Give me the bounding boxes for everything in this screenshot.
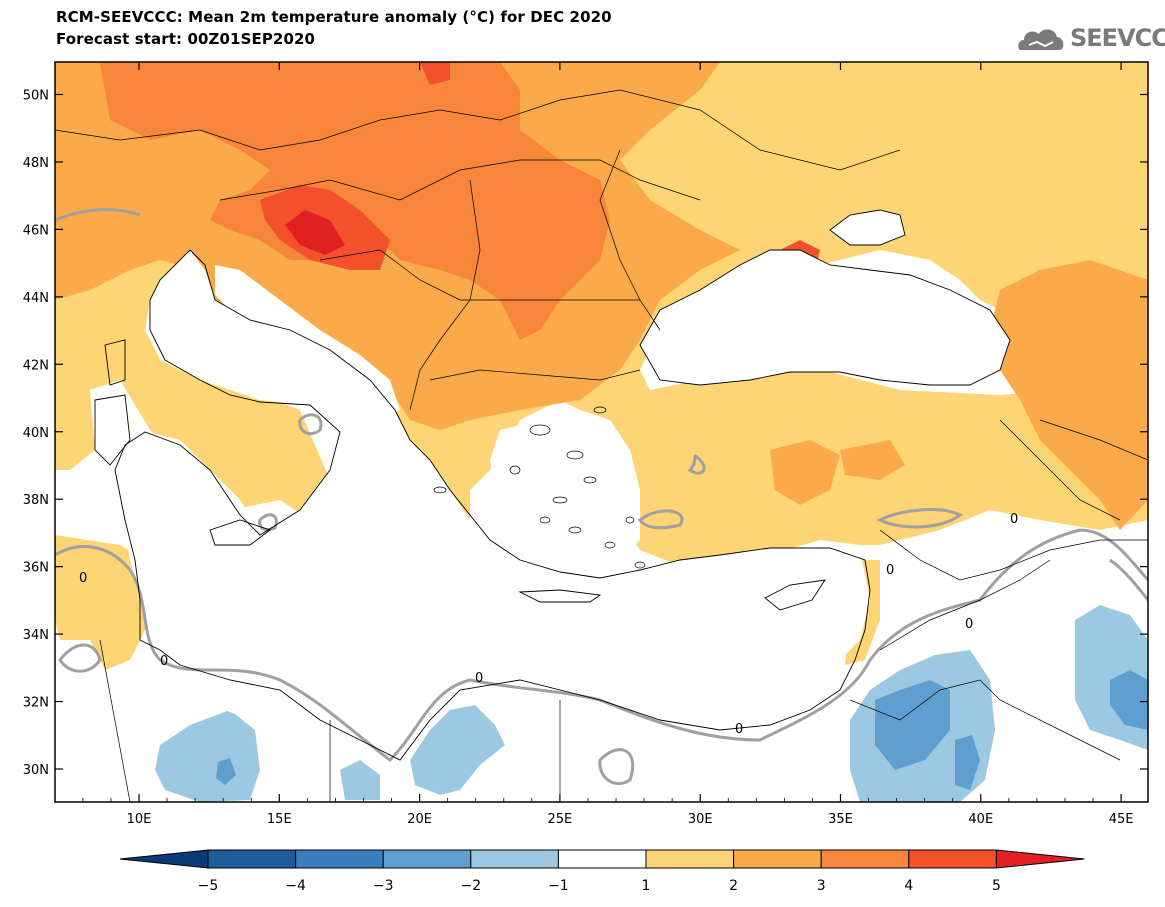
map-title: RCM-SEEVCCC: Mean 2m temperature anomaly…	[56, 8, 612, 26]
colorbar-label: −5	[198, 878, 219, 894]
anomaly-region-m1-m2-libya	[155, 710, 260, 802]
forecast-start-label: Forecast start: 00Z01SEP2020	[56, 30, 316, 48]
colorbar-label: 3	[817, 878, 826, 894]
lat-label: 34N	[23, 628, 49, 643]
anomaly-region-2-3-east	[990, 260, 1148, 530]
anomaly-region-5plus	[285, 210, 345, 255]
anomaly-region-m2-m3-arabia	[875, 680, 950, 770]
lon-label: 15E	[267, 812, 292, 827]
svg-text:0: 0	[886, 563, 894, 578]
colorbar-label: 2	[729, 878, 738, 894]
lat-label: 48N	[23, 156, 49, 171]
colorbar-segment	[119, 849, 209, 869]
lon-label: 45E	[1109, 812, 1134, 827]
lat-label: 38N	[23, 493, 49, 508]
lon-label: 20E	[407, 812, 432, 827]
colorbar-segment	[908, 849, 997, 869]
colorbar-segment	[820, 849, 910, 869]
lat-label: 42N	[23, 358, 49, 373]
colorbar-label: −4	[285, 878, 306, 894]
colorbar-segment	[995, 849, 1085, 869]
anomaly-region-m1-m2-egypt	[410, 705, 505, 795]
anomaly-region-2-3-anatolia	[770, 440, 840, 505]
lat-label: 32N	[23, 696, 49, 711]
anomaly-region-m2-m3-libya	[216, 758, 236, 785]
anomaly-region-m1-m2-small	[340, 760, 380, 800]
lon-label: 25E	[548, 812, 573, 827]
anomaly-region-4-5-north	[420, 62, 450, 85]
colorbar-segment	[207, 849, 297, 869]
svg-text:0: 0	[475, 671, 483, 686]
cloud-icon	[1018, 29, 1064, 50]
aegean-sea	[490, 410, 640, 575]
colorbar-label: 4	[904, 878, 913, 894]
contour-labels: 0 0 0 0 0 0 0	[79, 512, 1018, 737]
svg-text:0: 0	[160, 654, 168, 669]
svg-text:0: 0	[79, 571, 87, 586]
latitude-axis: 30N 32N 34N 36N 38N 40N 42N 44N 46N 48N 50N	[23, 89, 1148, 778]
colorbar-segment	[557, 849, 647, 869]
lon-label: 10E	[127, 812, 152, 827]
anomaly-fields: 0 0 0 0 0 0 0	[55, 62, 1148, 802]
colorbar-segment	[470, 849, 559, 869]
black-sea	[640, 250, 1010, 385]
lat-label: 46N	[23, 223, 49, 238]
colorbar-label: −1	[548, 878, 569, 894]
colorbar-label: −3	[373, 878, 394, 894]
longitude-axis: 10E 15E 20E 25E 30E 35E 40E 45E	[82, 62, 1134, 827]
lon-label: 40E	[968, 812, 993, 827]
colorbar-label: 5	[992, 878, 1001, 894]
colorbar-label: 1	[642, 878, 651, 894]
svg-text:0: 0	[965, 617, 973, 632]
lat-label: 36N	[23, 561, 49, 576]
logo-text: SEEVCCC	[1070, 24, 1165, 52]
adriatic-sea	[215, 265, 400, 420]
colorbar-segment	[382, 849, 472, 869]
anomaly-region-2-3-anatolia2	[840, 440, 905, 480]
svg-text:0: 0	[1010, 512, 1018, 527]
lat-label: 44N	[23, 291, 49, 306]
anomaly-region-3-4-romania	[460, 170, 600, 340]
lon-label: 30E	[688, 812, 713, 827]
lon-label: 35E	[828, 812, 853, 827]
colorbar: −5 −4 −3 −2 −1 1 2 3 4 5	[119, 849, 1085, 894]
anomaly-region-m2-m3-iraq	[1110, 670, 1148, 730]
lat-label: 40N	[23, 426, 49, 441]
lat-label: 30N	[23, 763, 49, 778]
colorbar-segment	[733, 849, 822, 869]
colorbar-label: −2	[460, 878, 481, 894]
anomaly-region-m2-m3-arabia2	[955, 735, 980, 790]
mediterranean-sea	[115, 250, 870, 760]
colorbar-segment	[645, 849, 735, 869]
svg-text:0: 0	[735, 722, 743, 737]
seevccc-logo	[1018, 29, 1064, 50]
country-borders	[55, 89, 1148, 802]
lat-label: 50N	[23, 89, 49, 104]
colorbar-segment	[295, 849, 384, 869]
coastlines	[94, 209, 1011, 761]
aegean-islands	[433, 406, 646, 569]
azov-sea	[830, 210, 905, 245]
